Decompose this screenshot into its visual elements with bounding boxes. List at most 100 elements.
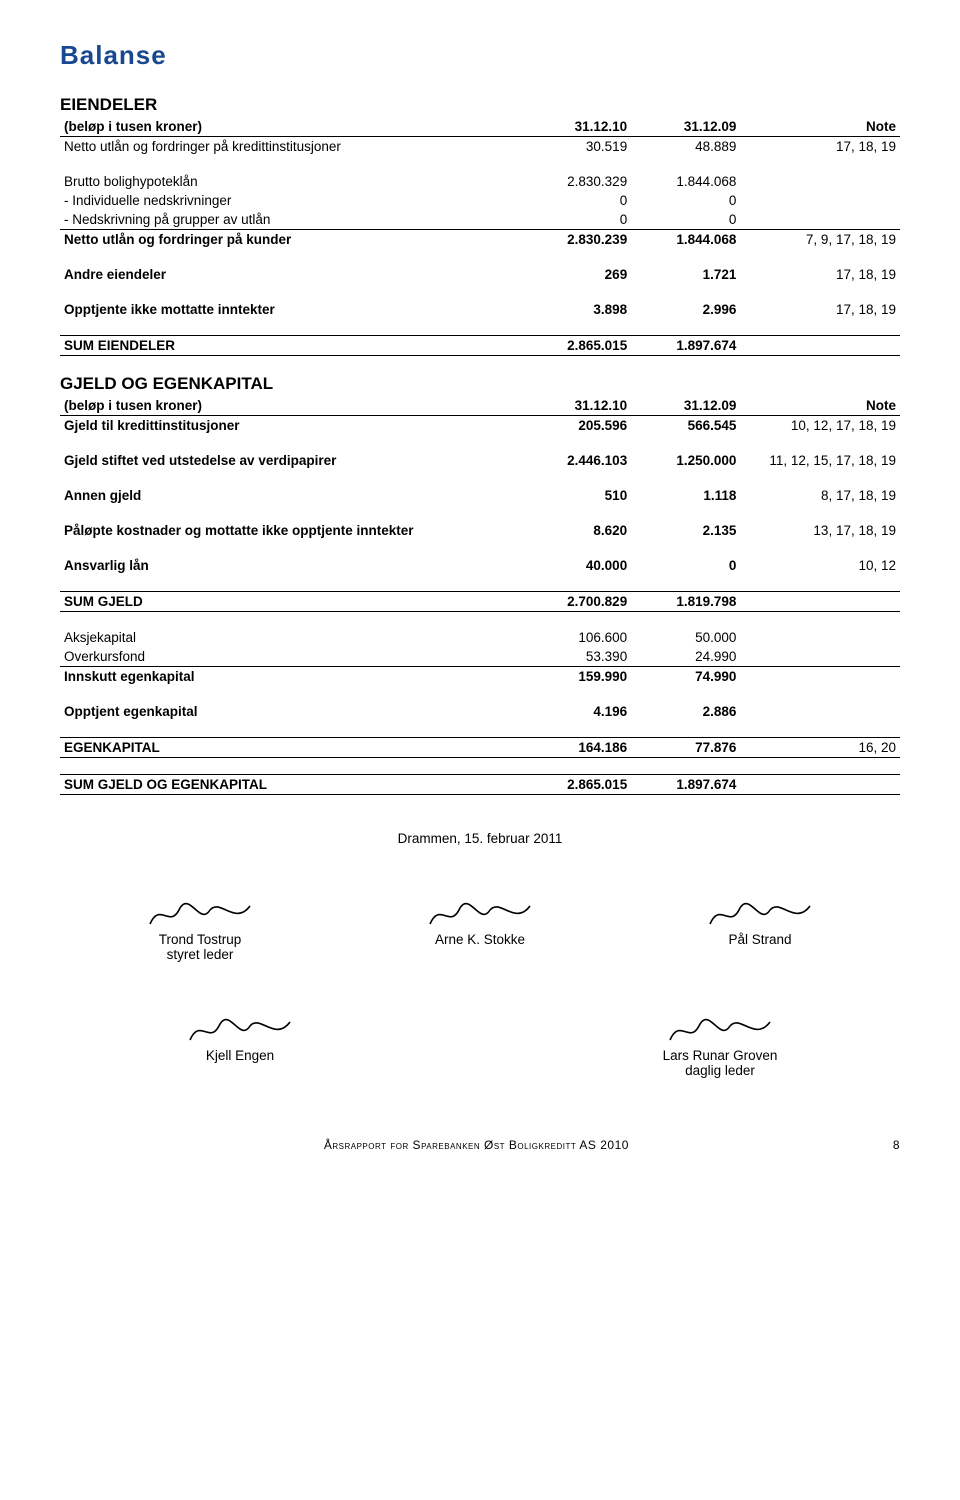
signature-scribble-icon [425, 896, 535, 932]
row-value-2: 2.996 [631, 300, 740, 319]
signature-name: Pål Strand [620, 932, 900, 947]
row-value-2: 566.545 [631, 416, 740, 436]
signatures-block: Drammen, 15. februar 2011 Trond Tostrups… [60, 831, 900, 1078]
row-label: SUM GJELD OG EGENKAPITAL [60, 775, 522, 795]
signature-block: Arne K. Stokke [340, 894, 620, 962]
header-unit: (beløp i tusen kroner) [60, 117, 522, 137]
row-label: Innskutt egenkapital [60, 667, 522, 687]
row-value-1: 40.000 [522, 556, 631, 575]
row-value-1: 2.830.329 [522, 172, 631, 191]
row-note [740, 592, 900, 612]
row-value-2: 24.990 [631, 647, 740, 667]
signature-role: styret leder [60, 947, 340, 962]
row-label: Gjeld til kredittinstitusjoner [60, 416, 522, 436]
row-value-1: 164.186 [522, 738, 631, 758]
signature-block: Pål Strand [620, 894, 900, 962]
row-label: - Individuelle nedskrivninger [60, 191, 522, 210]
row-value-2: 77.876 [631, 738, 740, 758]
signature-block: Lars Runar Grovendaglig leder [540, 1010, 900, 1078]
row-note [740, 172, 900, 191]
row-label: Netto utlån og fordringer på kunder [60, 230, 522, 250]
header-col2: 31.12.09 [631, 117, 740, 137]
row-value-2: 0 [631, 191, 740, 210]
row-label: Opptjente ikke mottatte inntekter [60, 300, 522, 319]
header-note: Note [740, 396, 900, 416]
row-value-2: 50.000 [631, 628, 740, 647]
row-value-2: 1.250.000 [631, 451, 740, 470]
signature-name: Arne K. Stokke [340, 932, 620, 947]
row-value-1: 159.990 [522, 667, 631, 687]
row-label: SUM EIENDELER [60, 336, 522, 356]
row-value-2: 48.889 [631, 137, 740, 157]
header-note: Note [740, 117, 900, 137]
signature-scribble-icon [185, 1012, 295, 1048]
liabilities-heading: GJELD OG EGENKAPITAL [60, 374, 900, 394]
signature-scribble-icon [705, 896, 815, 932]
row-note [740, 628, 900, 647]
row-value-2: 0 [631, 556, 740, 575]
row-note: 11, 12, 15, 17, 18, 19 [740, 451, 900, 470]
row-note [740, 210, 900, 230]
row-note: 16, 20 [740, 738, 900, 758]
row-note: 13, 17, 18, 19 [740, 521, 900, 540]
row-label: Gjeld stiftet ved utstedelse av verdipap… [60, 451, 522, 470]
row-value-2: 1.844.068 [631, 172, 740, 191]
row-note: 7, 9, 17, 18, 19 [740, 230, 900, 250]
row-value-1: 0 [522, 210, 631, 230]
page-footer: Årsrapport for Sparebanken Øst Boligkred… [60, 1138, 900, 1152]
row-note [740, 647, 900, 667]
row-value-2: 74.990 [631, 667, 740, 687]
row-value-2: 1.118 [631, 486, 740, 505]
signature-scribble-icon [665, 1012, 775, 1048]
row-label: Annen gjeld [60, 486, 522, 505]
row-value-2: 0 [631, 210, 740, 230]
header-col2: 31.12.09 [631, 396, 740, 416]
signature-role: daglig leder [540, 1063, 900, 1078]
signature-name: Lars Runar Groven [540, 1048, 900, 1063]
header-col1: 31.12.10 [522, 396, 631, 416]
row-note: 10, 12, 17, 18, 19 [740, 416, 900, 436]
row-value-1: 0 [522, 191, 631, 210]
row-value-2: 1.819.798 [631, 592, 740, 612]
row-label: SUM GJELD [60, 592, 522, 612]
assets-heading: EIENDELER [60, 95, 900, 115]
row-value-1: 2.865.015 [522, 775, 631, 795]
row-value-2: 2.886 [631, 702, 740, 721]
row-note [740, 336, 900, 356]
row-note [740, 191, 900, 210]
row-value-2: 1.897.674 [631, 336, 740, 356]
signature-block: Kjell Engen [60, 1010, 420, 1078]
row-value-1: 3.898 [522, 300, 631, 319]
row-label: Opptjent egenkapital [60, 702, 522, 721]
row-note: 8, 17, 18, 19 [740, 486, 900, 505]
signature-block: Trond Tostrupstyret leder [60, 894, 340, 962]
liabilities-table: (beløp i tusen kroner)31.12.1031.12.09No… [60, 396, 900, 795]
row-value-1: 30.519 [522, 137, 631, 157]
row-note [740, 702, 900, 721]
signature-name: Trond Tostrup [60, 932, 340, 947]
row-note [740, 667, 900, 687]
row-label: - Nedskrivning på grupper av utlån [60, 210, 522, 230]
row-label: Overkursfond [60, 647, 522, 667]
footer-page-number: 8 [893, 1138, 900, 1152]
row-note: 10, 12 [740, 556, 900, 575]
row-value-2: 2.135 [631, 521, 740, 540]
page-title: Balanse [60, 40, 900, 71]
row-value-1: 269 [522, 265, 631, 284]
signature-scribble-icon [145, 896, 255, 932]
row-value-1: 2.700.829 [522, 592, 631, 612]
signature-name: Kjell Engen [60, 1048, 420, 1063]
row-value-1: 2.865.015 [522, 336, 631, 356]
row-note: 17, 18, 19 [740, 265, 900, 284]
row-label: Ansvarlig lån [60, 556, 522, 575]
row-note: 17, 18, 19 [740, 300, 900, 319]
row-value-1: 106.600 [522, 628, 631, 647]
row-value-1: 2.446.103 [522, 451, 631, 470]
row-value-2: 1.844.068 [631, 230, 740, 250]
row-note: 17, 18, 19 [740, 137, 900, 157]
footer-text: Årsrapport for Sparebanken Øst Boligkred… [324, 1138, 629, 1152]
row-label: Netto utlån og fordringer på kredittinst… [60, 137, 522, 157]
row-value-1: 53.390 [522, 647, 631, 667]
row-value-1: 4.196 [522, 702, 631, 721]
row-note [740, 775, 900, 795]
